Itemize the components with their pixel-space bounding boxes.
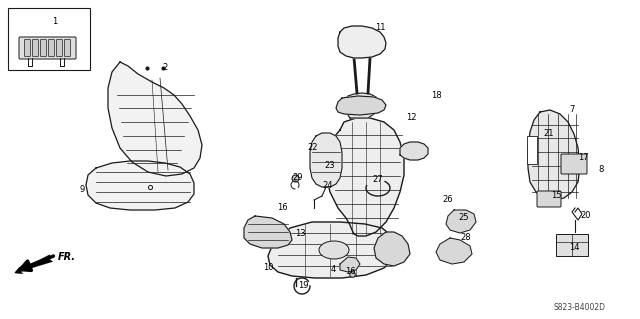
Text: 18: 18: [431, 92, 442, 100]
Polygon shape: [268, 222, 396, 278]
Text: 4: 4: [330, 265, 335, 275]
FancyBboxPatch shape: [49, 40, 54, 56]
Polygon shape: [340, 257, 360, 272]
FancyBboxPatch shape: [19, 37, 76, 59]
Text: 8: 8: [598, 166, 604, 174]
Polygon shape: [244, 216, 292, 248]
Bar: [556, 234, 588, 256]
Text: 1: 1: [52, 18, 58, 26]
Text: 15: 15: [551, 190, 561, 199]
Text: 25: 25: [459, 213, 469, 222]
Text: 24: 24: [323, 182, 333, 190]
Text: 13: 13: [294, 228, 305, 238]
Text: 10: 10: [263, 263, 273, 272]
FancyBboxPatch shape: [33, 40, 38, 56]
FancyBboxPatch shape: [24, 40, 31, 56]
Text: 23: 23: [324, 160, 335, 169]
Text: 11: 11: [375, 24, 385, 33]
Text: 29: 29: [292, 173, 303, 182]
Text: 12: 12: [406, 114, 416, 122]
Text: FR.: FR.: [58, 252, 76, 262]
Text: 16: 16: [276, 204, 287, 212]
Polygon shape: [528, 110, 580, 200]
Text: 17: 17: [578, 153, 588, 162]
Polygon shape: [374, 232, 410, 266]
Text: 16: 16: [345, 268, 355, 277]
Polygon shape: [338, 26, 386, 58]
Polygon shape: [400, 142, 428, 160]
Ellipse shape: [319, 241, 349, 259]
Text: 21: 21: [544, 129, 554, 137]
FancyBboxPatch shape: [65, 40, 70, 56]
Text: 19: 19: [298, 280, 308, 290]
FancyBboxPatch shape: [40, 40, 47, 56]
Text: 28: 28: [461, 234, 471, 242]
Text: 27: 27: [372, 175, 383, 184]
FancyBboxPatch shape: [56, 40, 63, 56]
Bar: [527, 136, 537, 164]
Text: 7: 7: [570, 106, 575, 115]
Text: S823-B4002D: S823-B4002D: [554, 303, 606, 313]
Text: 9: 9: [79, 186, 84, 195]
FancyBboxPatch shape: [561, 154, 587, 174]
Text: 14: 14: [569, 243, 579, 253]
Polygon shape: [344, 93, 378, 118]
Polygon shape: [108, 62, 202, 176]
Polygon shape: [446, 210, 476, 233]
Text: 26: 26: [443, 196, 453, 204]
FancyBboxPatch shape: [537, 191, 561, 207]
Polygon shape: [326, 118, 404, 236]
Polygon shape: [310, 133, 342, 187]
Polygon shape: [86, 161, 194, 210]
Text: 22: 22: [308, 144, 318, 152]
Polygon shape: [336, 96, 386, 115]
Text: 20: 20: [580, 211, 591, 219]
Text: 2: 2: [163, 63, 168, 72]
Polygon shape: [436, 238, 472, 264]
Bar: [8, 8, 90, 70]
